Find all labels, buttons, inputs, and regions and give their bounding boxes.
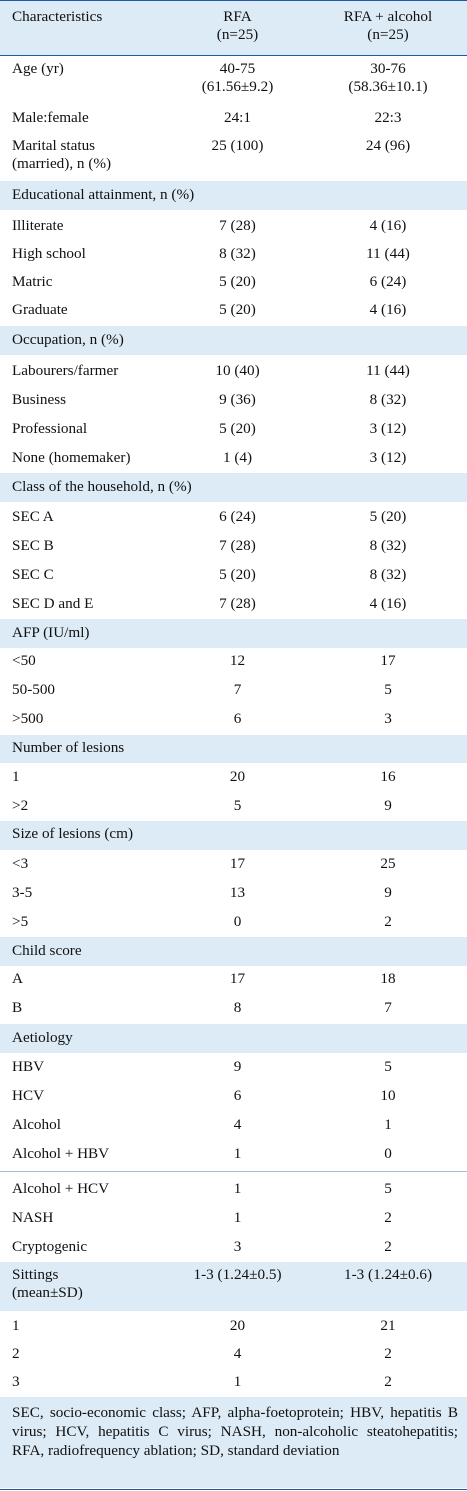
table-row: Graduate 5 (20) 4 (16) (12, 301, 407, 318)
table-row: >5 0 2 (12, 913, 392, 930)
header-characteristics: Characteristics (12, 8, 103, 25)
table-row: SEC B 7 (28) 8 (32) (12, 537, 407, 554)
table-row: Cryptogenic 3 2 (12, 1238, 392, 1255)
row-divider (0, 1171, 467, 1172)
section-household-class: Class of the household, n (%) (0, 473, 467, 502)
table-footnote: SEC, socio-economic class; AFP, alpha-fo… (0, 1397, 467, 1488)
header-rfa-alcohol: RFA + alcohol (n=25) (343, 8, 433, 43)
table-row-sex: Male:female 24:1 22:3 (12, 109, 402, 126)
bottom-rule (0, 1489, 467, 1490)
table-row: A 17 18 (12, 970, 396, 987)
table-row: Labourers/farmer 10 (40) 11 (44) (12, 362, 410, 379)
table-row: 2 4 2 (12, 1345, 392, 1362)
table-row: None (homemaker) 1 (4) 3 (12) (12, 449, 407, 466)
table-row: 3-5 13 9 (12, 884, 392, 901)
table-row: 3 1 2 (12, 1373, 392, 1390)
table-row: Professional 5 (20) 3 (12) (12, 420, 407, 437)
table-row: SEC D and E 7 (28) 4 (16) (12, 595, 407, 612)
table-header: Characteristics RFA (n=25) RFA + alcohol… (0, 1, 467, 55)
table-row: Matric 5 (20) 6 (24) (12, 273, 407, 290)
table-row: Illiterate 7 (28) 4 (16) (12, 217, 407, 234)
table-row: <3 17 25 (12, 855, 396, 872)
table-row: Alcohol + HBV 1 0 (12, 1145, 392, 1162)
section-aetiology: Aetiology (0, 1024, 467, 1053)
table-row: NASH 1 2 (12, 1209, 392, 1226)
section-child-score: Child score (0, 937, 467, 966)
table-row: Alcohol 4 1 (12, 1116, 392, 1133)
section-education: Educational attainment, n (%) (0, 181, 467, 210)
table-row: 1 20 21 (12, 1317, 396, 1334)
table-row: HBV 9 5 (12, 1058, 392, 1075)
table-row-marital: Marital status (married), n (%) 25 (100)… (12, 137, 411, 172)
section-sittings: Sittings (mean±SD) 1-3 (1.24±0.5) 1-3 (1… (0, 1262, 467, 1311)
section-afp: AFP (IU/ml) (0, 619, 467, 648)
top-rule (0, 0, 467, 1)
table-row: 50-500 7 5 (12, 681, 392, 698)
table-row: SEC A 6 (24) 5 (20) (12, 508, 407, 525)
table-row: 1 20 16 (12, 768, 396, 785)
table-row: Alcohol + HCV 1 5 (12, 1180, 392, 1197)
table-row-age: Age (yr) 40-75 (61.56±9.2) 30-76 (58.36±… (12, 60, 428, 95)
table-row: >2 5 9 (12, 797, 392, 814)
header-rule (0, 55, 467, 56)
table-row: <50 12 17 (12, 652, 396, 669)
section-number-of-lesions: Number of lesions (0, 735, 467, 763)
table-row: >500 6 3 (12, 710, 392, 727)
table-row: SEC C 5 (20) 8 (32) (12, 566, 407, 583)
table-row: HCV 6 10 (12, 1087, 396, 1104)
table-row: High school 8 (32) 11 (44) (12, 245, 410, 262)
section-size-of-lesions: Size of lesions (cm) (0, 821, 467, 850)
table-row: B 8 7 (12, 999, 392, 1016)
section-occupation: Occupation, n (%) (0, 326, 467, 355)
table-row: Business 9 (36) 8 (32) (12, 391, 407, 408)
header-rfa: RFA (n=25) (216, 8, 259, 43)
